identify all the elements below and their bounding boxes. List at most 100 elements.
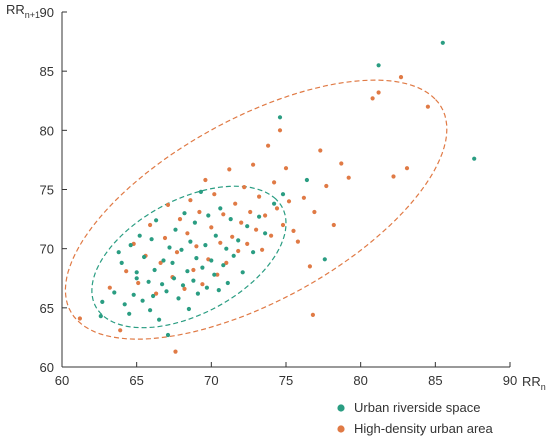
point-series-1-30 — [224, 260, 229, 265]
point-series-1-34 — [236, 248, 241, 254]
point-series-1-17 — [185, 231, 190, 236]
point-series-0-68 — [472, 156, 477, 161]
point-series-1-63 — [370, 96, 375, 101]
x-tick-label-75: 75 — [279, 373, 293, 388]
x-tick-label-60: 60 — [55, 373, 69, 388]
point-series-1-10 — [162, 235, 168, 241]
point-series-1-54 — [301, 195, 306, 200]
point-series-0-52 — [225, 280, 230, 286]
point-series-1-33 — [233, 201, 238, 206]
point-series-0-61 — [272, 201, 277, 206]
point-series-0-40 — [198, 189, 203, 194]
point-series-0-63 — [280, 192, 286, 197]
point-series-1-14 — [174, 250, 180, 255]
point-series-0-45 — [209, 258, 214, 263]
x-axis-label-base: RR — [522, 374, 541, 389]
point-series-1-52 — [291, 228, 296, 233]
point-series-1-23 — [203, 177, 208, 183]
y-tick-label-60: 60 — [40, 360, 54, 375]
point-series-0-28 — [173, 227, 178, 232]
point-series-0-64 — [304, 177, 309, 183]
legend-label-urban-riverside: Urban riverside space — [354, 400, 480, 415]
point-series-0-44 — [206, 213, 211, 218]
point-series-0-38 — [194, 256, 199, 261]
point-series-1-51 — [286, 199, 292, 204]
ellipse-series-1 — [64, 79, 448, 340]
x-tick-label-85: 85 — [428, 373, 442, 388]
point-series-0-5 — [122, 302, 127, 307]
point-series-1-60 — [339, 161, 344, 166]
point-series-0-50 — [221, 263, 226, 268]
point-series-1-41 — [257, 194, 262, 199]
point-series-0-25 — [167, 245, 172, 250]
point-series-0-56 — [240, 270, 245, 275]
point-series-0-20 — [157, 317, 162, 322]
point-series-0-48 — [216, 288, 221, 293]
point-series-1-57 — [318, 148, 323, 153]
point-series-0-19 — [154, 218, 159, 223]
point-series-1-29 — [221, 212, 226, 217]
point-series-0-12 — [140, 298, 145, 303]
point-series-1-0 — [77, 316, 82, 321]
point-series-1-1 — [107, 285, 112, 290]
point-series-0-66 — [376, 63, 381, 68]
point-series-0-67 — [440, 40, 445, 45]
point-series-0-46 — [212, 272, 217, 277]
point-series-1-44 — [266, 143, 271, 148]
point-series-1-28 — [218, 240, 223, 245]
point-series-1-47 — [274, 206, 280, 211]
point-series-1-36 — [242, 185, 247, 190]
legend-marker-urban-riverside — [337, 404, 345, 412]
point-series-0-27 — [171, 276, 177, 281]
point-series-1-16 — [182, 286, 187, 291]
point-series-1-25 — [209, 225, 214, 230]
point-series-1-55 — [307, 264, 312, 269]
point-series-0-54 — [231, 253, 236, 258]
point-series-1-40 — [254, 227, 259, 232]
point-series-1-18 — [188, 198, 193, 203]
axis-ticks: 60 65 70 75 80 85 90 60 65 70 75 80 85 90 — [40, 5, 518, 388]
x-tick-label-65: 65 — [129, 373, 143, 388]
point-series-0-37 — [192, 220, 197, 225]
point-series-0-42 — [203, 243, 208, 248]
ellipse-series-0 — [91, 185, 287, 329]
point-series-1-39 — [251, 162, 256, 167]
x-tick-label-80: 80 — [353, 373, 367, 388]
point-series-0-13 — [142, 254, 147, 260]
point-series-0-39 — [195, 291, 200, 296]
point-series-1-67 — [404, 166, 410, 171]
point-series-1-48 — [277, 128, 283, 133]
point-series-0-41 — [200, 265, 205, 270]
point-series-1-38 — [248, 209, 253, 215]
point-series-0-51 — [224, 246, 229, 251]
point-series-0-0 — [98, 314, 103, 319]
point-series-0-49 — [218, 206, 223, 211]
point-series-0-24 — [165, 332, 171, 338]
point-series-0-57 — [245, 224, 250, 229]
point-series-0-8 — [131, 292, 136, 297]
point-series-0-59 — [257, 214, 262, 219]
point-series-1-5 — [136, 280, 141, 286]
point-series-1-31 — [227, 167, 232, 172]
y-tick-label-90: 90 — [40, 5, 54, 20]
y-axis-label: RRn+1 — [6, 2, 40, 20]
point-series-0-55 — [236, 238, 241, 243]
point-series-1-62 — [346, 175, 351, 180]
y-tick-label-65: 65 — [40, 301, 54, 316]
point-series-1-56 — [312, 209, 317, 215]
point-series-0-31 — [180, 283, 186, 288]
point-series-0-60 — [263, 231, 268, 236]
legend-label-high-density: High-density urban area — [354, 421, 494, 436]
point-series-0-29 — [176, 296, 181, 301]
point-series-0-11 — [137, 233, 142, 238]
point-series-1-8 — [154, 291, 159, 296]
y-tick-label-70: 70 — [40, 242, 54, 257]
point-series-0-16 — [149, 237, 154, 242]
point-series-1-3 — [124, 269, 129, 274]
y-tick-label-75: 75 — [40, 183, 54, 198]
point-series-0-10 — [134, 270, 139, 275]
point-series-0-34 — [186, 306, 191, 312]
x-axis-label: RRn — [522, 374, 546, 392]
point-series-1-68 — [425, 104, 430, 109]
